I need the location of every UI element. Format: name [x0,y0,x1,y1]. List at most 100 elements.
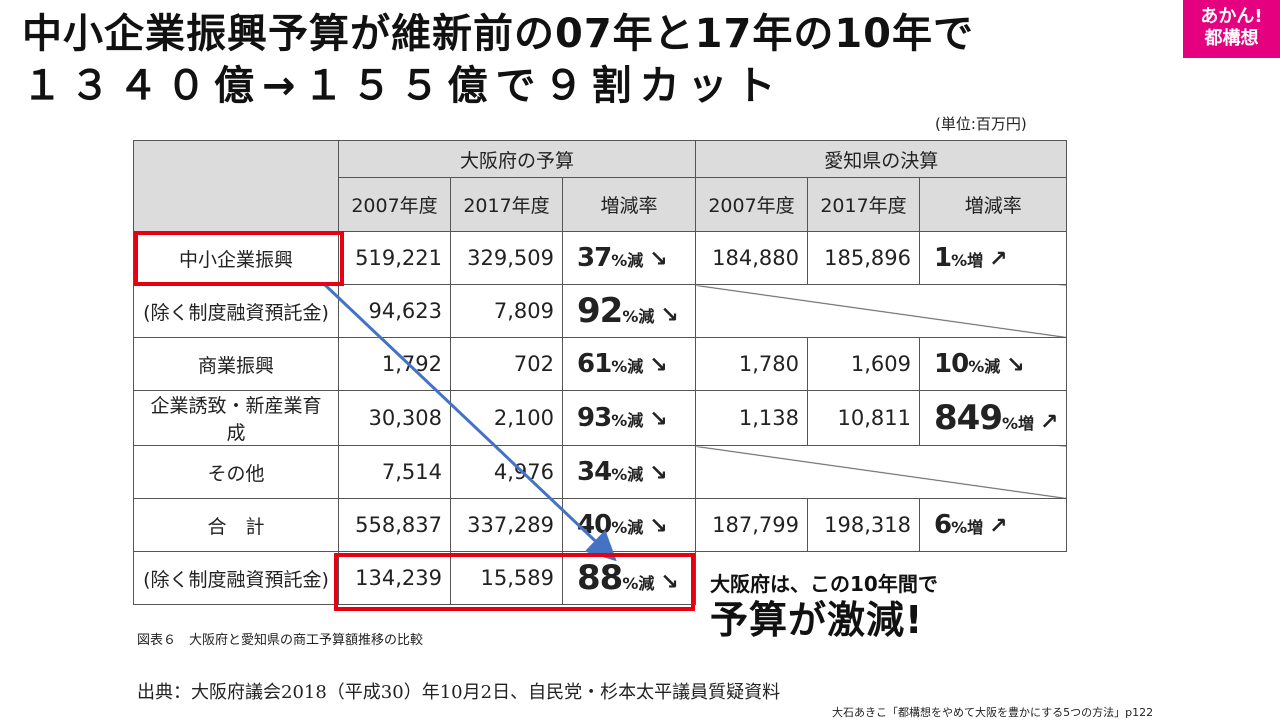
arrow-down-right-icon: ↘ [649,461,668,486]
arrow-down-right-icon: ↘ [660,570,679,595]
sub-header-row: 2007年度 2017年度 増減率 2007年度 2017年度 増減率 [134,177,1068,232]
osaka-2007-value: 7,514 [338,445,451,499]
arrow-down-right-icon: ↘ [649,407,668,432]
percent-sign: % [611,411,628,430]
row-label: (除く制度融資預託金) [133,284,339,338]
aichi-rate-cell: 1%増 ↗ [918,231,1068,285]
aichi-empty-cell [694,445,1068,499]
aichi-2007-value: 1,780 [695,337,808,391]
aichi-rate-value: 1 [934,243,952,273]
page-title: 中小企業振興予算が維新前の07年と17年の10年で １３４０億→１５５億で９割カ… [22,8,1142,112]
group-header-row: 大阪府の予算 愛知県の決算 [133,140,1068,232]
osaka-rate-value: 88 [577,558,623,598]
arrow-down-right-icon: ↘ [649,247,668,272]
table-body: 中小企業振興 519,221 329,509 37%減 ↘ 184,880 185,896 1… [133,231,1068,605]
osaka-rate-direction: 減 [627,411,644,430]
callout-line-1: 大阪府は、この10年間で [710,572,938,596]
percent-sign: % [1001,414,1019,433]
table-row: 企業誘致・新産業育成 30,308 2,100 93%減 ↘ 1,138 10,811 849… [133,390,1068,446]
osaka-rate-direction: 減 [627,357,644,376]
aichi-rate-direction: 増 [1018,414,1035,433]
aichi-2017-value: 185,896 [807,231,920,285]
aichi-2017-header: 2017年度 [807,177,920,232]
source-note: 出典：大阪府議会2018（平成30）年10月2日、自民党・杉本太平議員質疑資料 [137,682,781,703]
aichi-2007-header: 2007年度 [695,177,808,232]
osaka-rate-value: 92 [577,291,623,331]
corner-cell [133,140,339,232]
callout: 大阪府は、この10年間で 予算が激減! [710,568,938,643]
osaka-2007-header: 2007年度 [338,177,451,232]
osaka-rate-direction: 減 [627,518,644,537]
osaka-rate-cell: 34%減 ↘ [562,445,696,499]
row-label: その他 [133,445,339,499]
row-label: 合 計 [133,498,339,552]
table-row: 合 計 558,837 337,289 40%減 ↘ 187,799 198,318 6%増 ↗ [133,498,1068,552]
osaka-2007-value: 30,308 [338,390,451,446]
aichi-rate-direction: 減 [984,357,1001,376]
budget-table: 大阪府の予算 愛知県の決算 2007年度 2017年度 増減率 2007年度 2… [133,140,1068,605]
aichi-rate-cell: 6%増 ↗ [918,498,1068,552]
table-row: (除く制度融資預託金) 94,623 7,809 92%減 ↘ [133,284,1068,338]
aichi-rate-value: 6 [934,510,952,540]
osaka-rate-direction: 減 [638,574,655,593]
percent-sign: % [611,251,628,270]
aichi-empty-cell [695,551,1067,605]
osaka-rate-value: 61 [577,349,612,379]
aichi-rate-direction: 増 [967,518,984,537]
aichi-rate-header: 増減率 [918,177,1068,232]
arrow-down-right-icon: ↘ [649,514,668,539]
aichi-2017-value: 1,609 [807,337,920,391]
osaka-rate-header: 増減率 [562,177,696,232]
osaka-2017-value: 702 [450,337,563,391]
aichi-group-header: 愛知県の決算 [694,140,1068,178]
osaka-rate-direction: 減 [627,465,644,484]
osaka-2017-value: 2,100 [450,390,563,446]
aichi-2007-value: 184,880 [695,231,808,285]
osaka-group-header: 大阪府の予算 [338,140,696,178]
book-credit: 大石あきこ「都構想をやめて大阪を豊かにする5つの方法」p122 [832,706,1154,719]
aichi-2007-value: 187,799 [695,498,808,552]
title-line-2: １３４０億→１５５億で９割カット [22,63,784,109]
row-label: 中小企業振興 [133,231,339,285]
arrow-up-right-icon: ↗ [1040,410,1059,435]
badge-line-2: 都構想 [1204,28,1259,49]
aichi-2017-value: 198,318 [807,498,920,552]
brand-badge: あかん! 都構想 [1183,0,1280,58]
aichi-rate-cell: 849%増 ↗ [918,390,1068,446]
percent-sign: % [611,465,628,484]
aichi-2017-value: 10,811 [807,390,920,446]
osaka-rate-direction: 減 [627,251,644,270]
aichi-2007-value: 1,138 [695,390,808,446]
percent-sign: % [951,251,968,270]
title-line-1: 中小企業振興予算が維新前の07年と17年の10年で [22,11,974,57]
percent-sign: % [951,518,968,537]
aichi-empty-cell [694,284,1068,338]
percent-sign: % [611,357,628,376]
osaka-rate-value: 93 [577,403,612,433]
osaka-rate-cell: 40%減 ↘ [562,498,696,552]
percent-sign: % [968,357,985,376]
arrow-up-right-icon: ↗ [989,247,1008,272]
osaka-2007-value: 558,837 [338,498,451,552]
percent-sign: % [622,574,639,593]
connector-line [322,282,617,562]
osaka-rate-direction: 減 [638,307,655,326]
osaka-rate-cell: 88%減 ↘ [562,551,696,605]
osaka-2017-value: 337,289 [450,498,563,552]
osaka-rate-value: 37 [577,243,612,273]
osaka-2007-value: 1,792 [338,337,451,391]
table-row: (除く制度融資預託金) 134,239 15,589 88%減 ↘ [133,551,1067,605]
figure-caption: 図表６ 大阪府と愛知県の商工予算額推移の比較 [137,633,424,648]
table-row: 中小企業振興 519,221 329,509 37%減 ↘ 184,880 185,896 1… [133,231,1068,285]
osaka-rate-cell: 93%減 ↘ [562,390,696,446]
osaka-2017-value: 15,589 [450,551,563,605]
badge-line-1: あかん! [1200,6,1263,27]
aichi-rate-value: 849 [934,398,1003,438]
arrow-down-right-icon: ↘ [1006,353,1025,378]
osaka-2017-value: 329,509 [450,231,563,285]
aichi-rate-direction: 増 [967,251,984,270]
aichi-rate-cell: 10%減 ↘ [918,337,1068,391]
unit-label: (単位:百万円) [935,115,1027,133]
